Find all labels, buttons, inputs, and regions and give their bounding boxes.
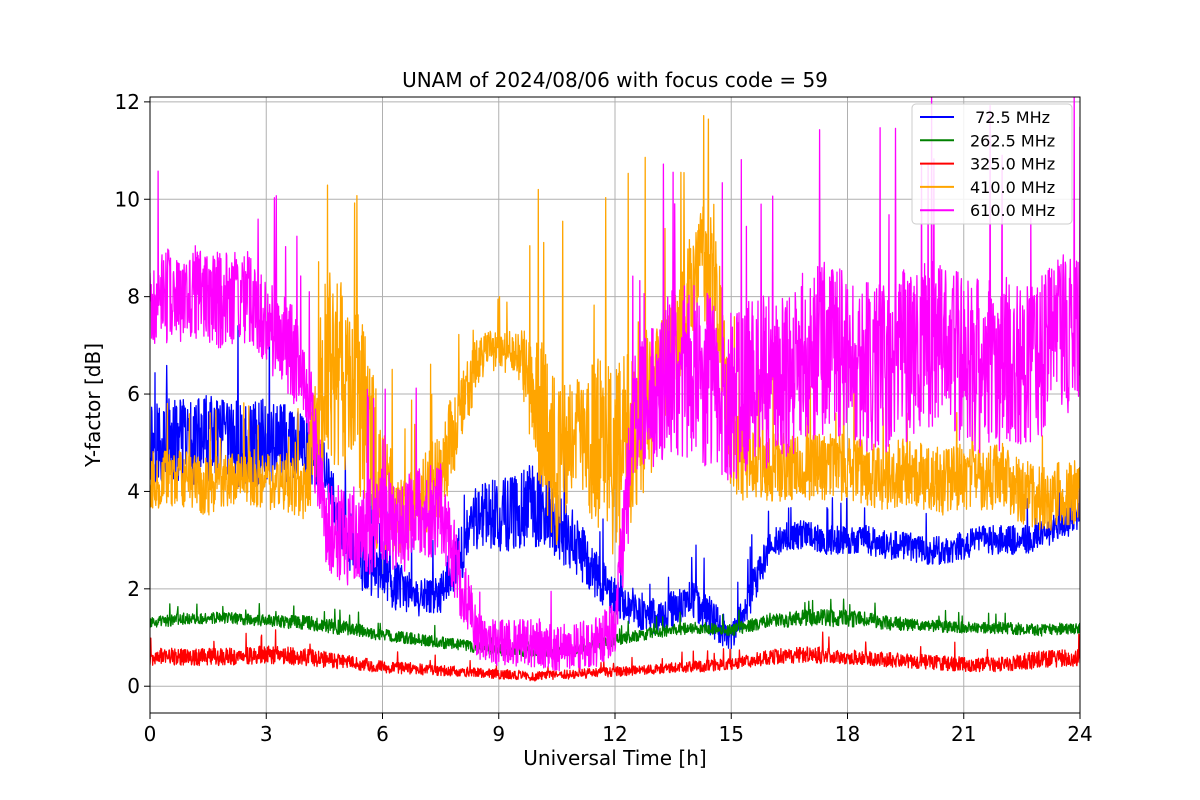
x-tick-label: 24 <box>1067 722 1092 746</box>
y-axis-label: Y-factor [dB] <box>81 343 105 468</box>
legend-label-1: 262.5 MHz <box>970 131 1055 150</box>
x-axis: 0 3 6 9 12 15 18 21 24 <box>144 713 1093 746</box>
x-tick-label: 21 <box>951 722 976 746</box>
y-tick-label: 4 <box>127 479 140 503</box>
legend: 72.5 MHz 262.5 MHz 325.0 MHz 410.0 MHz 610.0… <box>911 103 1073 225</box>
x-axis-label: Universal Time [h] <box>523 746 706 770</box>
legend-label-3: 410.0 MHz <box>970 178 1055 197</box>
legend-frame <box>911 103 1073 225</box>
x-tick-label: 12 <box>602 722 627 746</box>
x-tick-label: 15 <box>719 722 744 746</box>
series-layer <box>150 97 1080 682</box>
y-tick-label: 2 <box>127 577 140 601</box>
y-tick-label: 10 <box>115 187 140 211</box>
x-tick-label: 0 <box>144 722 157 746</box>
x-tick-label: 18 <box>835 722 860 746</box>
legend-label-4: 610.0 MHz <box>970 201 1055 220</box>
x-tick-label: 3 <box>260 722 273 746</box>
y-tick-label: 6 <box>127 382 140 406</box>
y-tick-label: 12 <box>115 90 140 114</box>
plot-area <box>150 97 1080 682</box>
series-line-3 <box>150 115 1080 557</box>
chart-title: UNAM of 2024/08/06 with focus code = 59 <box>402 68 828 92</box>
series-line-2 <box>150 629 1080 682</box>
legend-label-2: 325.0 MHz <box>970 155 1055 174</box>
x-tick-label: 6 <box>376 722 389 746</box>
legend-label-0: 72.5 MHz <box>970 108 1050 127</box>
x-tick-label: 9 <box>492 722 505 746</box>
y-tick-label: 8 <box>127 285 140 309</box>
y-axis: 0 2 4 6 8 10 12 <box>115 90 150 698</box>
y-tick-label: 0 <box>127 674 140 698</box>
series-line-4 <box>150 97 1080 672</box>
